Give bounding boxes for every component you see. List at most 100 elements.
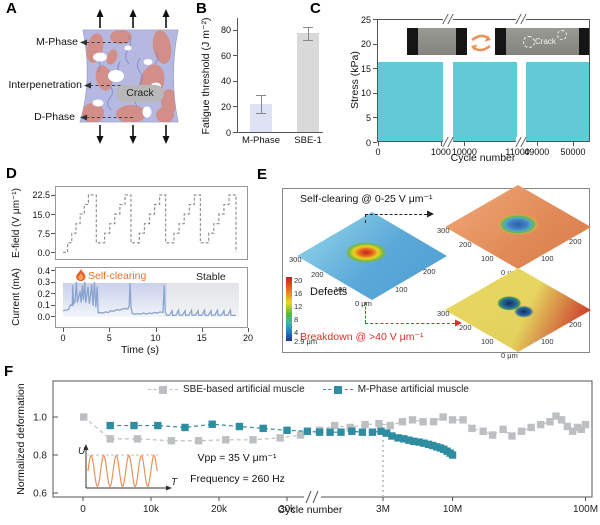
surface-axis-label: 300 (437, 309, 450, 318)
b-error-cap (256, 112, 266, 114)
b-error-bar (308, 27, 309, 40)
clamp-left (495, 28, 506, 55)
b-category-label: M-Phase (241, 135, 280, 146)
svg-text:10k: 10k (143, 504, 160, 515)
inset-crack-label: Crack (535, 37, 556, 46)
c-ytick-mark (373, 117, 377, 119)
d-xtick-label: 0 (60, 333, 66, 343)
crack-circle-icon (523, 36, 535, 48)
b-ytick-label: 60 (220, 50, 231, 61)
inset-u-label: U (78, 446, 86, 457)
surface-axis-label: 100 (541, 337, 554, 346)
c-axis-break (515, 14, 528, 24)
panel-f-label: F (4, 363, 14, 380)
clamp-right (456, 28, 467, 55)
tension-arrows (99, 16, 167, 137)
d-xtick-mark (248, 328, 249, 332)
d-efield-ytick-mark (51, 194, 55, 196)
c-xtick-mark (378, 142, 380, 146)
c-ytick-mark (373, 19, 377, 20)
surface-axis-label: 200 (569, 320, 582, 329)
c-x-axis-title: Cycle number (450, 152, 516, 164)
sbe-marker-icon (148, 385, 178, 394)
panel-e-label: E (257, 166, 268, 183)
d-current-ytick-label: 0.2 (37, 288, 50, 299)
panel-b-label: B (196, 0, 207, 17)
c-axis-break (442, 14, 454, 24)
d-current-plot (62, 281, 236, 317)
b-ytick-label: 80 (220, 25, 231, 36)
b-error-cap (303, 39, 313, 41)
legend-item-mphase: M-Phase artificial muscle (322, 384, 469, 395)
m-phase-label: M-Phase (35, 36, 78, 48)
self-clearing-title: Self-clearing @ 0-25 V μm⁻¹ (300, 193, 433, 205)
c-ytick-label: 0 (365, 137, 371, 148)
self-clearing-connector-h (365, 214, 427, 215)
surface-axis-label: 100 (481, 254, 494, 263)
b-ytick-mark (233, 106, 237, 108)
colorbar-tick-label: 4 (294, 328, 299, 337)
d-efield-ytick-label: 0.0 (37, 247, 50, 258)
d-xtick-label: 20 (242, 333, 253, 343)
surface-axis-label: 0 μm (355, 299, 372, 308)
red-arrowhead-icon (455, 319, 462, 327)
d-efield-frame (55, 186, 248, 260)
d-xtick-mark (155, 328, 157, 332)
d-current-ytick-mark (51, 316, 55, 318)
c-ytick-label: 10 (360, 88, 371, 99)
svg-text:20k: 20k (211, 504, 228, 515)
svg-text:0.8: 0.8 (33, 451, 47, 462)
svg-text:0: 0 (80, 504, 86, 515)
c-stress-band (377, 61, 444, 142)
surface-axis-label: 200 (423, 267, 436, 276)
surface-axis-label: 0 μm (501, 268, 518, 277)
c-xtick-mark (464, 142, 466, 146)
d-xtick-label: 15 (196, 333, 207, 343)
d-xtick-mark (201, 328, 203, 332)
breakdown-label: Breakdown @ >40 V μm⁻¹ (300, 331, 424, 343)
surface-axis-label: 200 (569, 237, 582, 246)
c-xtick-label: 49000 (524, 147, 550, 157)
c-xtick-mark (536, 142, 538, 146)
panel-c-label: C (310, 0, 321, 17)
d-current-ytick-label: 0.4 (37, 265, 50, 276)
panel-d-label: D (6, 165, 17, 182)
c-xtick-label: 0 (375, 147, 381, 157)
defects-label: Defects (310, 286, 348, 298)
f-plot: 1.0 0.8 0.6 0 10k 20k 30k 3M 10M 100M (33, 380, 598, 515)
b-y-axis (237, 18, 238, 133)
d-current-ytick-mark (51, 270, 55, 272)
c-xtick-mark (572, 142, 574, 146)
void-bubbles (92, 45, 161, 118)
interpenetration-label: Interpenetration (8, 79, 82, 91)
d-xtick-label: 10 (150, 333, 161, 343)
surface-axis-label: 300 (437, 226, 450, 235)
d-efield-ytick-label: 7.5 (37, 228, 50, 239)
b-ytick-mark (233, 55, 237, 57)
c-ytick-label: 20 (360, 39, 371, 50)
black-arrowhead-icon (427, 210, 434, 218)
c-axis-break (515, 137, 528, 147)
stable-label: Stable (196, 271, 226, 283)
inset-t-label: T (171, 477, 178, 488)
svg-text:3M: 3M (376, 504, 390, 515)
c-stress-band (452, 61, 517, 142)
legend-label-sbe: SBE-based artificial muscle (183, 384, 305, 395)
d-current-ytick-label: 0.3 (37, 277, 50, 288)
colorbar-tick-label: 12 (294, 302, 303, 311)
b-bar (250, 103, 272, 132)
surface-axis-label: 100 (541, 254, 554, 263)
c-xtick-label: 1000 (430, 147, 451, 157)
self-clearing-connector-v (365, 214, 366, 223)
c-xtick-label: 10000 (451, 147, 477, 157)
b-error-bar (261, 94, 262, 113)
b-bar (297, 33, 319, 132)
surface-axis-label: 200 (459, 240, 472, 249)
mphase-marker-icon (322, 385, 353, 394)
d-xtick-mark (109, 328, 111, 332)
